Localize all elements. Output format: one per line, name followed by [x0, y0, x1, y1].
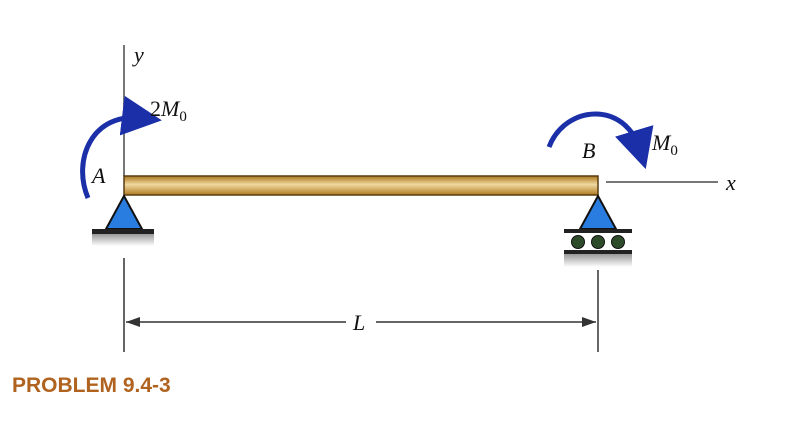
point-b-label: B — [582, 138, 595, 163]
span-dimension — [123, 258, 599, 352]
moment-a-label: 2M0 — [150, 96, 187, 125]
moment-arrow-a — [80, 95, 162, 199]
moment-arrow-b — [546, 111, 654, 170]
point-a-label: A — [90, 163, 106, 188]
pin-support-a — [92, 193, 154, 246]
x-axis-label: x — [725, 170, 736, 195]
y-axis-label: y — [132, 42, 144, 67]
span-label: L — [352, 310, 365, 335]
beam — [123, 175, 599, 196]
problem-caption: PROBLEM 9.4-3 — [12, 374, 171, 397]
roller-support-b — [564, 193, 632, 267]
moment-b-label: M0 — [651, 130, 678, 159]
